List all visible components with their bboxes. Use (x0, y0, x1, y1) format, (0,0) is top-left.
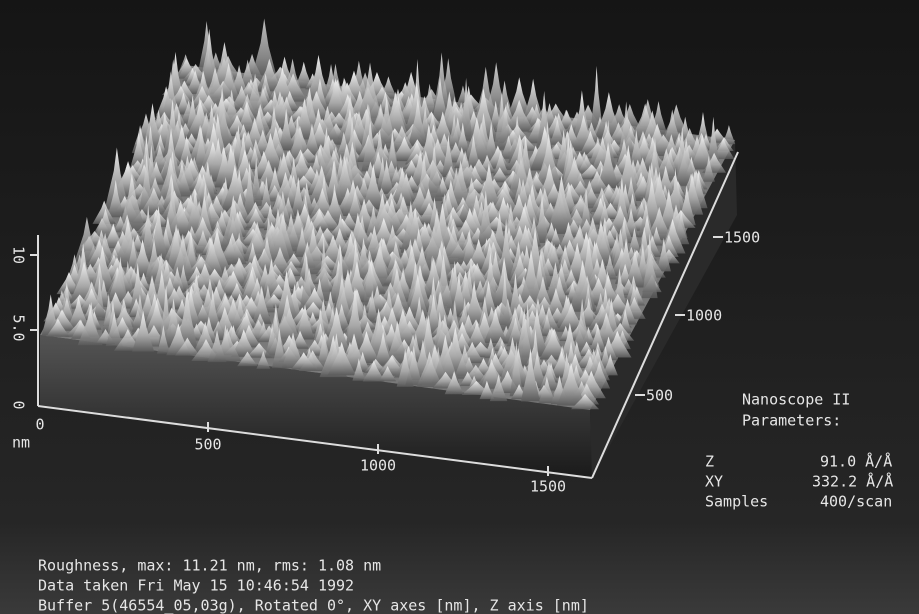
x-tick: 500 (194, 436, 221, 454)
x-tick: 1500 (530, 478, 566, 496)
params-title: Nanoscope II (742, 391, 850, 409)
param-value: 91.0 Å/Å (820, 452, 892, 471)
param-label: XY (705, 473, 723, 491)
z-tick: 0 (10, 400, 28, 409)
x-tick: 0 (35, 416, 44, 434)
z-tick: 5.0 (10, 314, 28, 341)
footer-line: Buffer 5(46554_05,03g), Rotated 0°, XY a… (38, 597, 589, 614)
param-label: Z (705, 453, 714, 471)
z-unit: nm (12, 434, 30, 452)
footer-line: Roughness, max: 11.21 nm, rms: 1.08 nm (38, 557, 381, 575)
y-tick: 1500 (724, 229, 760, 247)
params-subtitle: Parameters: (742, 412, 841, 430)
page: 10 5.0 0 nm 0 500 1000 1500 500 1000 150… (0, 0, 919, 614)
z-tick: 10 (10, 246, 28, 264)
footer-line: Data taken Fri May 15 10:46:54 1992 (38, 577, 354, 595)
y-tick: 1000 (686, 307, 722, 325)
x-tick: 1000 (360, 457, 396, 475)
param-value: 400/scan (820, 493, 892, 511)
afm-screen: 10 5.0 0 nm 0 500 1000 1500 500 1000 150… (0, 0, 919, 614)
param-label: Samples (705, 493, 768, 511)
y-tick: 500 (646, 387, 673, 405)
param-value: 332.2 Å/Å (812, 472, 893, 491)
